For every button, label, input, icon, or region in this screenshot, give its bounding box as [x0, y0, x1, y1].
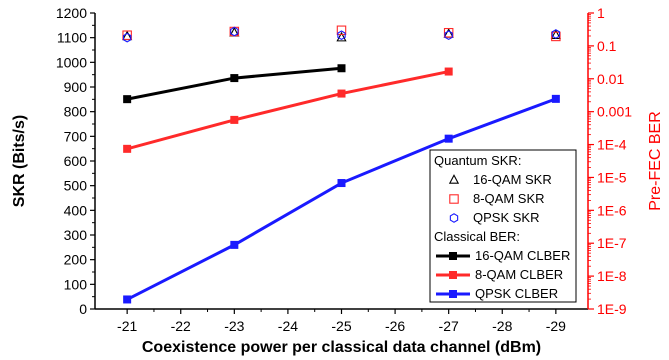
series-qpsk-skr	[122, 26, 561, 43]
y2-tick-label: 0.1	[597, 38, 617, 54]
x-tick-label: -24	[278, 318, 298, 334]
legend-header-classical: Classical BER:	[434, 229, 520, 244]
legend-entry: QPSK CLBER	[475, 286, 558, 301]
y-tick-label: 500	[64, 178, 88, 194]
data-point	[551, 29, 561, 39]
legend-entry: 16-QAM CLBER	[475, 248, 570, 263]
y-tick-label: 800	[64, 104, 88, 120]
data-point	[444, 67, 453, 76]
data-point	[123, 144, 132, 153]
data-point	[551, 94, 560, 103]
series-line	[126, 66, 342, 101]
y2-tick-label: 0.01	[597, 71, 624, 87]
data-point	[122, 30, 132, 40]
y2-tick-label: 1E-4	[597, 137, 627, 153]
x-tick-label: -22	[171, 318, 191, 334]
legend-marker	[449, 252, 457, 260]
legend-marker	[449, 271, 457, 279]
y-tick-label: 400	[64, 202, 88, 218]
data-point	[230, 26, 239, 37]
y-tick-label: 300	[64, 227, 88, 243]
series-16-qam-clber	[123, 64, 346, 104]
y-tick-label: 0	[79, 301, 87, 317]
data-point	[443, 27, 454, 38]
y-tick-label: 1200	[56, 5, 87, 21]
x-tick-label: -28	[492, 318, 512, 334]
legend-entry: QPSK SKR	[473, 210, 539, 225]
y2-tick-label: 1E-6	[597, 202, 627, 218]
data-point	[230, 240, 239, 249]
data-point	[337, 30, 346, 41]
y2-tick-label: 1E-9	[597, 301, 627, 317]
x-tick-label: -29	[546, 318, 566, 334]
legend-header-quantum: Quantum SKR:	[434, 153, 521, 168]
y2-tick-label: 1E-5	[597, 169, 627, 185]
x-axis-title: Coexistence power per classical data cha…	[142, 339, 541, 356]
legend-entry: 8-QAM SKR	[473, 191, 545, 206]
data-point	[122, 32, 132, 43]
legend: Quantum SKR: 16-QAM SKR 8-QAM SKR QPSK SKR C…	[429, 149, 577, 303]
data-point	[444, 30, 453, 41]
data-point	[123, 295, 132, 304]
legend-marker	[449, 194, 459, 204]
data-point	[230, 115, 239, 124]
data-point	[336, 31, 347, 42]
data-point	[123, 95, 132, 104]
x-tick-label: -25	[331, 318, 351, 334]
y-tick-label: 1000	[56, 54, 87, 70]
x-tick-label: -27	[439, 318, 459, 334]
y2-axis-title: Pre-FEC BER	[647, 111, 664, 211]
y2-tick-label: 0.001	[597, 104, 632, 120]
data-point	[337, 179, 346, 188]
y2-tick-label: 1E-7	[597, 235, 627, 251]
x-tick-label: -21	[117, 318, 137, 334]
y-axis-title: SKR (Bits/s)	[11, 115, 28, 207]
data-point	[230, 74, 239, 83]
data-point	[337, 64, 346, 73]
data-point	[444, 134, 453, 143]
series-line	[126, 70, 449, 151]
y2-tick-label: 1	[597, 5, 605, 21]
data-point	[336, 25, 347, 36]
series-layer	[122, 25, 561, 304]
series-qpsk-clber	[123, 94, 560, 304]
legend-marker	[448, 174, 460, 184]
y-tick-label: 700	[64, 128, 88, 144]
legend-marker	[449, 213, 459, 223]
data-point	[337, 89, 346, 98]
ticks: 0 100 200 300 400 500 600 700 800 900 1000 1100 1200…	[56, 5, 632, 334]
y2-tick-label: 1E-8	[597, 268, 627, 284]
y-tick-label: 200	[64, 252, 88, 268]
y-tick-label: 1100	[57, 30, 87, 46]
data-point	[551, 31, 561, 42]
y-tick-label: 600	[64, 153, 88, 169]
series-8-qam-skr	[122, 25, 561, 42]
x-tick-label: -26	[385, 318, 405, 334]
series-8-qam-clber	[123, 67, 453, 153]
y-tick-label: 900	[64, 79, 88, 95]
legend-entry: 8-QAM CLBER	[475, 267, 563, 282]
x-tick-label: -23	[224, 318, 244, 334]
legend-entry: 16-QAM SKR	[473, 172, 552, 187]
legend-marker	[449, 290, 457, 298]
y-tick-label: 100	[64, 276, 88, 292]
